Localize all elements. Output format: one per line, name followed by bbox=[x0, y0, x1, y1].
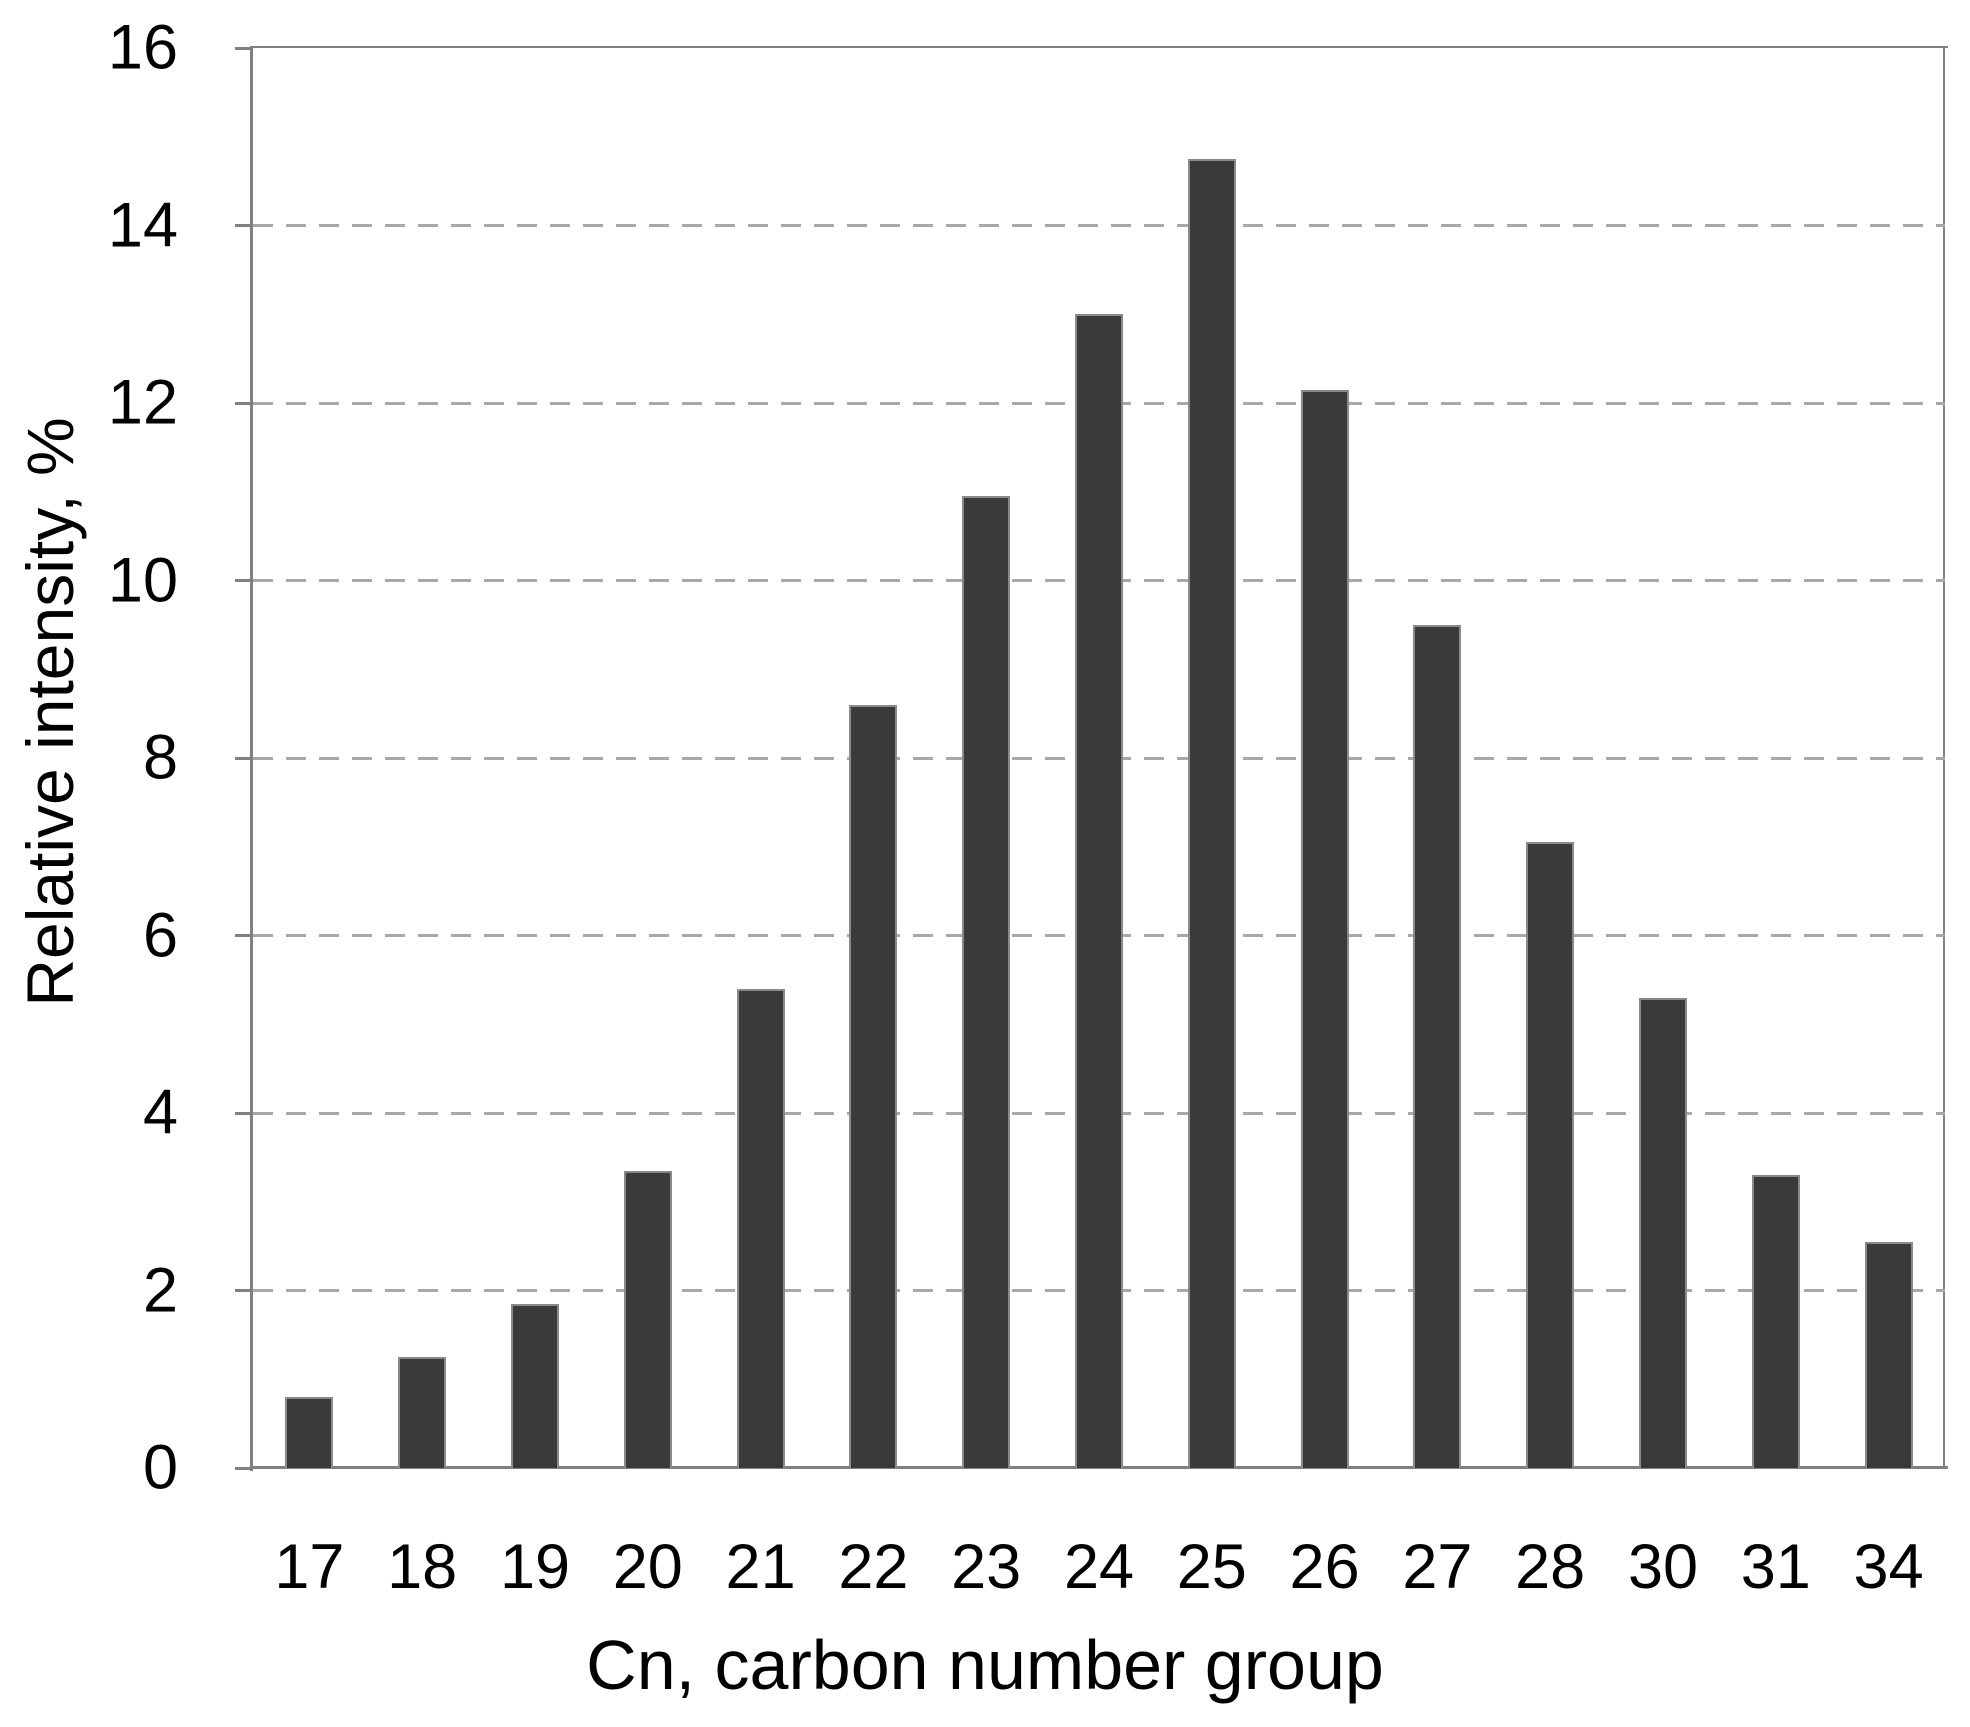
bar-27 bbox=[1413, 624, 1462, 1468]
bar-17 bbox=[285, 1397, 334, 1468]
y-tick-label-8: 8 bbox=[142, 722, 178, 793]
x-tick-label-25: 25 bbox=[1176, 1532, 1247, 1602]
x-tick-label-31: 31 bbox=[1740, 1532, 1811, 1602]
x-tick-label-28: 28 bbox=[1515, 1532, 1586, 1602]
y-tick-mark-12 bbox=[235, 401, 252, 405]
plot-area bbox=[253, 48, 1945, 1468]
y-tick-label-4: 4 bbox=[142, 1077, 178, 1148]
x-tick-label-27: 27 bbox=[1402, 1532, 1473, 1602]
x-tick-label-22: 22 bbox=[838, 1532, 909, 1602]
y-tick-label-6: 6 bbox=[142, 900, 178, 970]
y-tick-mark-6 bbox=[235, 934, 252, 937]
bar-24 bbox=[1075, 314, 1123, 1468]
y-tick-mark-14 bbox=[235, 224, 252, 227]
y-tick-mark-4 bbox=[235, 1111, 252, 1115]
x-tick-label-17: 17 bbox=[274, 1532, 345, 1602]
bar-30 bbox=[1639, 997, 1687, 1468]
bar-19 bbox=[511, 1303, 559, 1468]
bar-26 bbox=[1300, 389, 1349, 1468]
bar-34 bbox=[1864, 1241, 1913, 1468]
y-tick-mark-0 bbox=[235, 1466, 252, 1470]
x-tick-label-34: 34 bbox=[1853, 1532, 1924, 1602]
y-tick-mark-2 bbox=[235, 1289, 252, 1292]
y-tick-mark-10 bbox=[235, 579, 252, 582]
x-tick-label-18: 18 bbox=[387, 1532, 458, 1602]
y-tick-label-0: 0 bbox=[142, 1432, 178, 1503]
y-tick-mark-8 bbox=[235, 756, 252, 760]
bar-25 bbox=[1187, 158, 1236, 1468]
x-tick-label-23: 23 bbox=[951, 1532, 1022, 1602]
bar-22 bbox=[849, 704, 898, 1468]
plot-top-border bbox=[250, 46, 1948, 48]
y-tick-label-14: 14 bbox=[107, 190, 178, 260]
x-tick-label-30: 30 bbox=[1627, 1532, 1699, 1602]
x-tick-label-21: 21 bbox=[725, 1532, 796, 1602]
bar-20 bbox=[623, 1170, 672, 1468]
x-tick-label-20: 20 bbox=[612, 1532, 683, 1602]
bar-28 bbox=[1526, 842, 1575, 1468]
y-tick-label-2: 2 bbox=[142, 1255, 178, 1325]
x-tick-label-19: 19 bbox=[499, 1532, 571, 1602]
gridline-14 bbox=[253, 224, 1945, 227]
x-tick-label-26: 26 bbox=[1289, 1532, 1360, 1602]
bar-18 bbox=[398, 1357, 447, 1468]
y-tick-label-16: 16 bbox=[107, 12, 178, 83]
y-tick-mark-16 bbox=[235, 46, 252, 50]
y-tick-label-12: 12 bbox=[107, 367, 178, 438]
bar-31 bbox=[1751, 1175, 1800, 1468]
x-tick-label-24: 24 bbox=[1063, 1532, 1135, 1602]
bar-23 bbox=[962, 496, 1011, 1468]
x-axis-title: Cn, carbon number group bbox=[586, 1626, 1384, 1704]
y-tick-label-10: 10 bbox=[107, 545, 178, 615]
bar-21 bbox=[736, 988, 785, 1468]
